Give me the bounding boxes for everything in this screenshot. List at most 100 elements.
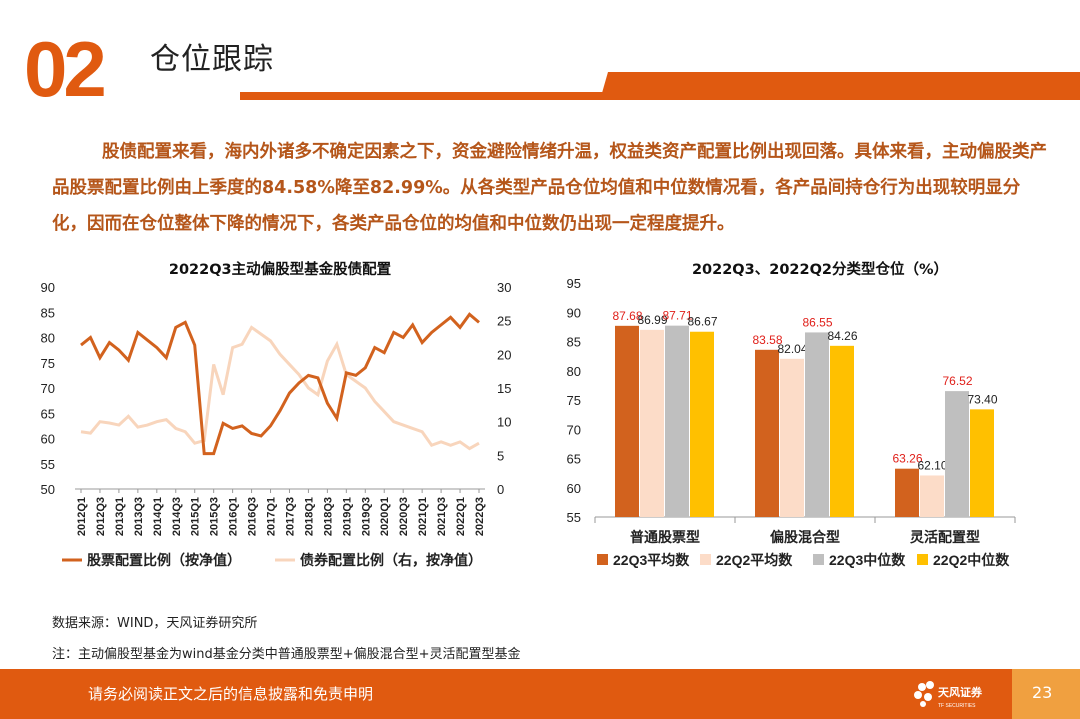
page-number-box <box>1012 669 1080 719</box>
legend-swatch <box>813 554 824 565</box>
category-label: 偏股混合型 <box>770 529 840 545</box>
x-tick-label: 2015Q1 <box>190 497 202 536</box>
x-tick-label: 2021Q3 <box>436 497 448 536</box>
left-y-tick-label: 60 <box>41 432 55 447</box>
left-y-tick-label: 70 <box>41 381 55 396</box>
y-tick-label: 60 <box>567 481 581 496</box>
y-tick-label: 70 <box>567 422 581 437</box>
x-tick-label: 2020Q1 <box>379 497 391 536</box>
x-tick-label: 2018Q3 <box>322 497 334 536</box>
category-label: 普通股票型 <box>630 529 700 545</box>
left-y-tick-label: 80 <box>41 331 55 346</box>
x-tick-label: 2017Q1 <box>266 497 278 536</box>
section-title: 仓位跟踪 <box>150 42 274 77</box>
bar-value-label: 83.58 <box>752 333 782 347</box>
bar <box>805 332 829 517</box>
x-tick-label: 2014Q1 <box>152 497 164 536</box>
page-number: 23 <box>1032 683 1053 702</box>
left-y-tick-label: 85 <box>41 305 55 320</box>
bar-value-label: 87.68 <box>612 309 642 323</box>
y-tick-label: 90 <box>567 305 581 320</box>
x-tick-label: 2014Q3 <box>171 497 183 536</box>
x-tick-label: 2022Q3 <box>474 497 486 536</box>
y-tick-label: 75 <box>567 393 581 408</box>
left-y-tick-label: 90 <box>41 280 55 295</box>
bar <box>615 325 639 517</box>
y-tick-label: 65 <box>567 452 581 467</box>
legend-swatch <box>917 554 928 565</box>
legend-label: 22Q2平均数 <box>716 552 793 568</box>
stock-allocation-line <box>80 312 480 456</box>
legend-swatch <box>700 554 711 565</box>
left-y-tick-label: 75 <box>41 356 55 371</box>
legend-label: 22Q2中位数 <box>933 552 1010 568</box>
source-note: 数据来源：WIND，天风证券研究所 <box>52 616 258 631</box>
y-tick-label: 80 <box>567 364 581 379</box>
x-tick-label: 2012Q1 <box>76 497 88 536</box>
right-y-tick-label: 0 <box>497 482 504 497</box>
bar-value-label: 62.10 <box>917 458 947 472</box>
x-tick-label: 2016Q1 <box>228 497 240 536</box>
x-tick-label: 2019Q1 <box>341 497 353 536</box>
bar <box>945 391 969 517</box>
x-tick-label: 2015Q3 <box>209 497 221 536</box>
left-chart-title: 2022Q3主动偏股型基金股债配置 <box>168 262 392 278</box>
section-number: 02 <box>22 25 132 113</box>
right-y-tick-label: 10 <box>497 415 511 430</box>
right-y-tick-label: 5 <box>497 448 504 463</box>
right-y-tick-label: 15 <box>497 381 511 396</box>
company-logo: 天风证券 TF SECURITIES <box>910 675 1000 715</box>
bar-value-label: 82.04 <box>777 342 807 356</box>
x-tick-label: 2022Q1 <box>455 497 467 536</box>
footer-bar: 请务必阅读正文之后的信息披露和免责申明 天风证券 TF SECURITIES 2… <box>0 669 1080 719</box>
x-tick-label: 2018Q1 <box>303 497 315 536</box>
bar-value-label: 76.52 <box>942 374 972 388</box>
section-number-text: 02 <box>24 26 104 106</box>
right-chart-title: 2022Q3、2022Q2分类型仓位（%） <box>691 262 949 278</box>
legend-label: 22Q3平均数 <box>613 552 690 568</box>
logo-subtext: TF SECURITIES <box>938 703 976 709</box>
footnote: 注：主动偏股型基金为wind基金分类中普通股票型+偏股混合型+灵活配置型基金 <box>52 647 521 662</box>
x-tick-label: 2017Q3 <box>284 497 296 536</box>
x-tick-label: 2013Q3 <box>133 497 145 536</box>
bar <box>920 475 944 517</box>
bar-value-label: 73.40 <box>967 392 997 406</box>
left-y-tick-label: 55 <box>41 457 55 472</box>
legend-label: 22Q3中位数 <box>829 552 906 568</box>
bar <box>895 468 919 517</box>
disclaimer-link[interactable]: 请务必阅读正文之后的信息披露和免责申明 <box>88 685 374 703</box>
x-tick-label: 2020Q3 <box>398 497 410 536</box>
x-tick-label: 2019Q3 <box>360 497 372 536</box>
bar-value-label: 86.67 <box>687 315 717 329</box>
legend-bond-label: 债券配置比例（右，按净值） <box>300 552 482 568</box>
bar <box>665 325 689 517</box>
right-y-tick-label: 25 <box>497 314 511 329</box>
right-y-tick-label: 30 <box>497 280 511 295</box>
summary-paragraph: 股债配置来看，海内外诸多不确定因素之下，资金避险情绪升温，权益类资产配置比例出现… <box>52 142 1047 234</box>
stock-bond-allocation-chart: 50 55 60 65 70 75 80 85 90 0 5 10 15 20 25 30 2012Q1 2012… <box>41 280 512 568</box>
bar <box>640 329 664 517</box>
bond-allocation-line <box>80 325 480 451</box>
bar <box>780 358 804 517</box>
left-y-tick-label: 65 <box>41 406 55 421</box>
bar-value-label: 86.55 <box>802 315 832 329</box>
left-y-tick-label: 50 <box>41 482 55 497</box>
bar-value-label: 84.26 <box>827 329 857 343</box>
x-tick-label: 2021Q1 <box>417 497 429 536</box>
bar <box>830 345 854 517</box>
bar-value-label: 63.26 <box>892 452 922 466</box>
y-tick-label: 85 <box>567 335 581 350</box>
x-tick-label: 2013Q1 <box>114 497 126 536</box>
header-stripe-thick <box>600 72 1080 100</box>
legend-stock-label: 股票配置比例（按净值） <box>87 552 241 568</box>
legend-swatch <box>597 554 608 565</box>
right-y-tick-label: 20 <box>497 347 511 362</box>
flower-icon <box>914 681 934 707</box>
logo-text: 天风证券 <box>938 685 983 699</box>
category-label: 灵活配置型 <box>910 529 980 545</box>
bar-value-label: 87.71 <box>662 309 692 323</box>
y-tick-label: 55 <box>567 510 581 525</box>
bar <box>970 409 994 517</box>
bar <box>755 349 779 517</box>
